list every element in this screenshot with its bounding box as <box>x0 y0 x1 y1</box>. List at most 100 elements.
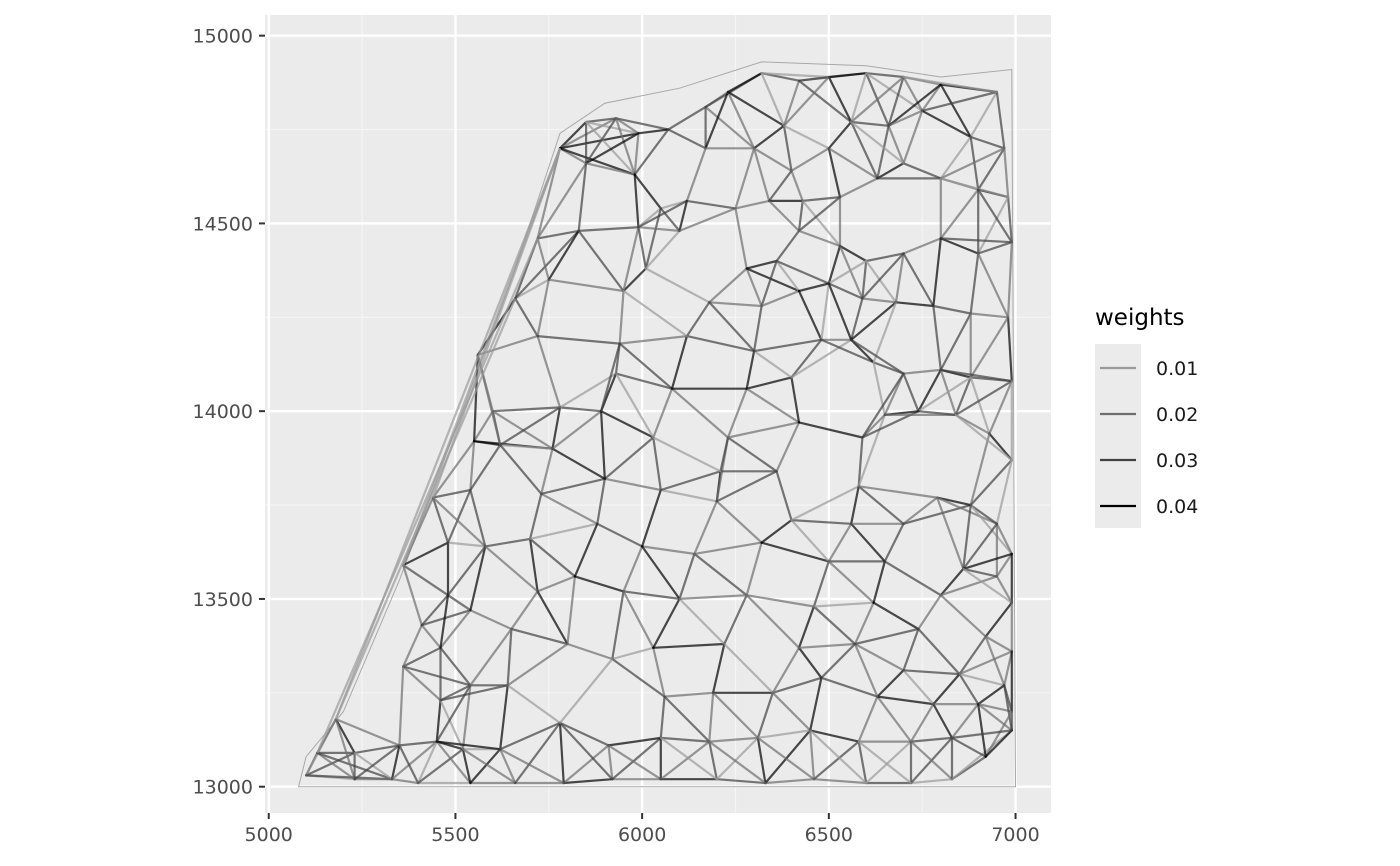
edge <box>704 105 756 150</box>
edge <box>402 564 423 627</box>
edge <box>820 642 857 679</box>
edge <box>708 740 718 781</box>
edge <box>977 188 1013 244</box>
edge <box>1003 147 1010 199</box>
edge <box>876 669 905 698</box>
edge <box>745 594 816 608</box>
edge <box>633 173 662 210</box>
edge <box>678 597 726 646</box>
edge <box>607 744 614 781</box>
edge <box>558 117 618 150</box>
edge <box>469 545 487 612</box>
edge <box>1003 650 1013 687</box>
legend: weights 0.01 0.02 0.03 0.04 <box>1095 305 1198 528</box>
edge <box>995 90 1006 150</box>
edge <box>969 90 999 139</box>
edge <box>644 229 681 270</box>
edge <box>431 440 476 499</box>
edge <box>584 117 618 165</box>
edge <box>861 297 898 304</box>
edge <box>894 252 905 304</box>
edge <box>995 552 1013 578</box>
y-tick-label: 13500 <box>193 589 253 611</box>
edge <box>491 406 562 413</box>
edge <box>857 740 913 785</box>
edge <box>939 147 1006 180</box>
edge <box>857 485 939 499</box>
edge <box>499 443 554 450</box>
edge <box>969 252 980 315</box>
edge <box>760 518 793 544</box>
edge <box>558 721 565 785</box>
edge <box>883 372 905 416</box>
edge <box>417 740 438 785</box>
legend-key-background <box>1095 344 1141 528</box>
edge <box>902 109 924 165</box>
edge <box>850 75 905 124</box>
edge <box>861 372 905 439</box>
edge <box>935 496 999 525</box>
edge <box>853 627 920 646</box>
edge <box>782 79 801 127</box>
edge <box>420 594 450 627</box>
edge <box>558 657 614 725</box>
edge <box>801 196 842 202</box>
legend-entries: 0.01 0.02 0.03 0.04 <box>1100 358 1198 518</box>
edge <box>536 229 580 240</box>
edge <box>838 244 868 263</box>
edge <box>939 567 965 597</box>
edge <box>962 552 1013 571</box>
edge <box>667 128 707 150</box>
edge <box>932 304 942 371</box>
edge <box>797 289 823 341</box>
edge <box>663 691 715 698</box>
edge <box>659 736 718 781</box>
x-tick-label: 7000 <box>991 824 1039 846</box>
edge <box>850 485 860 525</box>
edge <box>909 740 954 781</box>
axes: 5000 5500 6000 6500 7000 13000 13500 14000 14500… <box>193 26 1040 846</box>
edge <box>603 436 655 480</box>
edge <box>935 496 972 507</box>
edge <box>536 590 569 646</box>
edge <box>536 575 577 593</box>
edge <box>618 289 625 345</box>
edge <box>469 488 487 548</box>
edge <box>499 721 562 751</box>
edge <box>431 496 450 544</box>
edge <box>711 691 760 740</box>
edge <box>745 541 763 597</box>
edge <box>726 436 778 473</box>
edge <box>876 162 905 180</box>
edge <box>469 748 502 785</box>
edge <box>995 458 1013 525</box>
edge <box>334 717 356 781</box>
edge <box>353 744 401 781</box>
edge <box>921 90 999 112</box>
edge <box>607 744 662 781</box>
edge <box>633 132 640 176</box>
edge <box>622 590 681 601</box>
edge <box>939 135 972 180</box>
edge <box>622 289 689 338</box>
edge <box>850 120 890 127</box>
edge <box>883 560 942 597</box>
edge <box>439 684 509 702</box>
edge <box>446 541 487 548</box>
edge <box>659 740 711 781</box>
edge <box>797 196 842 232</box>
edge <box>420 609 472 627</box>
edge <box>562 778 614 785</box>
legend-label: 0.04 <box>1156 496 1198 518</box>
edge <box>558 372 618 409</box>
edge <box>939 575 999 597</box>
edge <box>678 199 689 232</box>
edge <box>499 443 543 495</box>
edge <box>398 740 438 747</box>
edge <box>932 237 942 308</box>
edge <box>745 594 801 649</box>
edge <box>417 748 464 785</box>
edge <box>790 147 830 172</box>
edge <box>558 147 636 176</box>
edge <box>902 75 999 94</box>
